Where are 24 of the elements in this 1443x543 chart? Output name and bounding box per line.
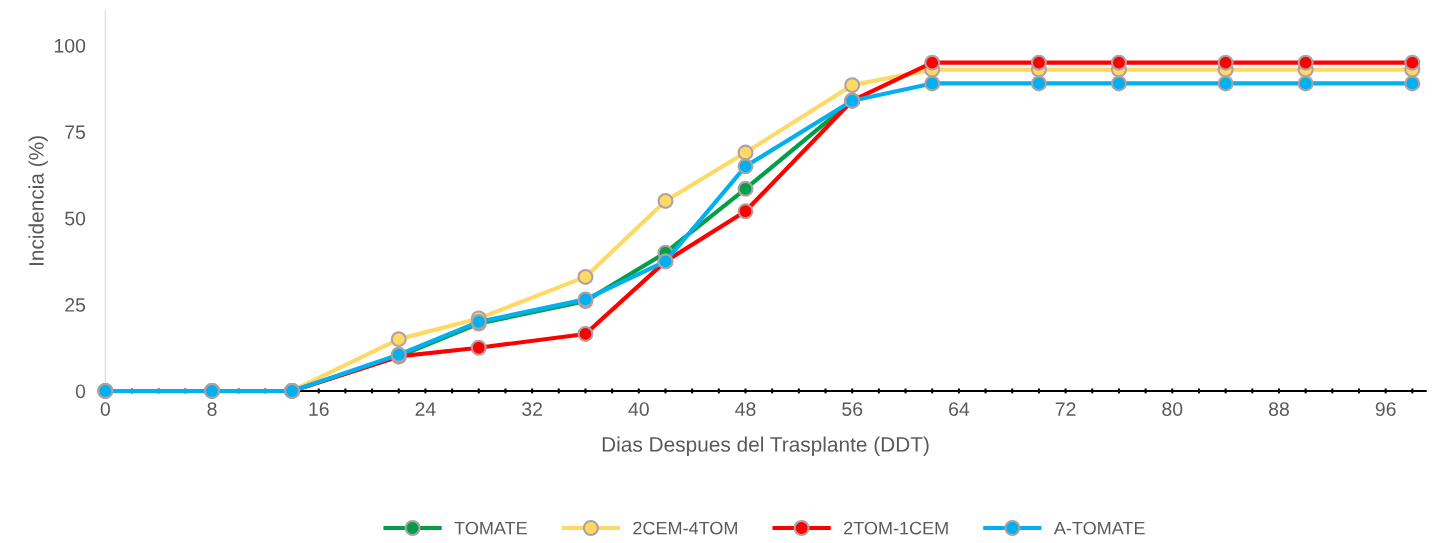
y-tick-label: 0 [75,384,86,399]
x-tick-label: 96 [1375,402,1396,417]
x-tick-label: 64 [949,402,970,417]
y-tick-label: 50 [65,211,86,226]
legend-label: 2TOM-1CEM [844,521,948,535]
x-tick-label: 40 [628,402,649,417]
x-tick-label: 24 [415,402,436,416]
x-tick-label: 48 [735,402,756,417]
x-tick-label: 72 [1055,402,1076,416]
y-axis-title: Incidencia (%) [28,136,48,265]
x-tick-label: 80 [1162,402,1183,417]
x-tick-label: 88 [1269,402,1289,417]
x-axis-title: Dias Despues del Trasplante (DDT) [602,436,929,456]
x-tick-label: 0 [100,402,110,417]
y-tick-label: 100 [54,38,86,53]
x-tick-label: 56 [842,402,863,417]
legend-label: A-TOMATE [1053,521,1145,535]
x-tick-label: 8 [207,402,217,417]
x-tick-label: 32 [522,402,542,417]
legend-label: TOMATE [454,521,527,535]
legend-label: 2CEM-4TOM [633,521,737,535]
x-tick-label: 16 [309,402,329,417]
y-tick-label: 75 [65,125,86,140]
y-tick-label: 25 [65,298,86,312]
